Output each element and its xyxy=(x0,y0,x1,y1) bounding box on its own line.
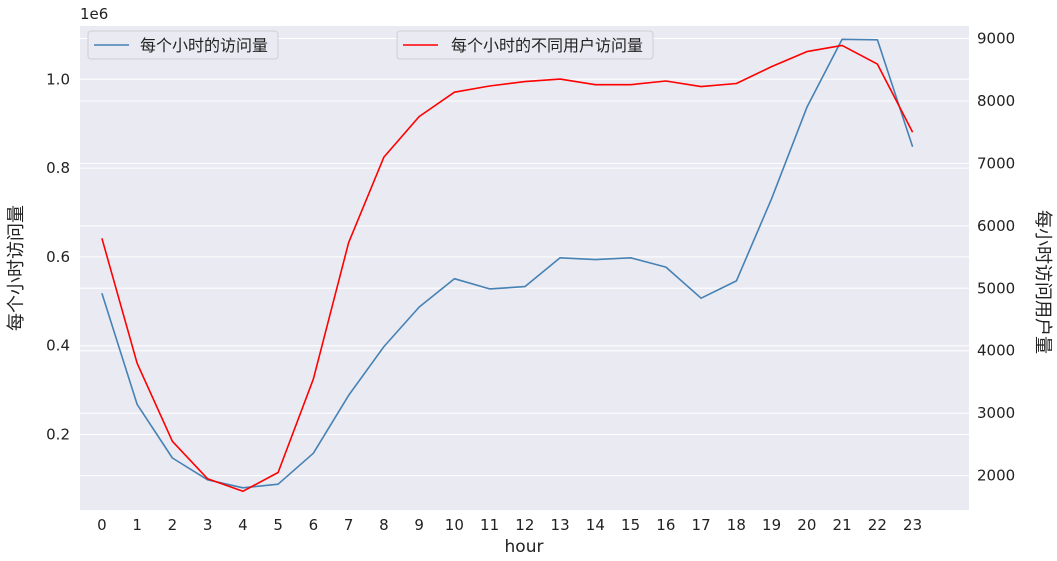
x-tick-label: 9 xyxy=(414,516,424,534)
x-tick-label: 13 xyxy=(551,516,570,534)
series-line-2 xyxy=(101,44,914,493)
legend-series-2: 每个小时的不同用户访问量 xyxy=(396,30,654,60)
x-tick-label: 2 xyxy=(168,516,178,534)
legend-series-1: 每个小时的访问量 xyxy=(87,30,279,60)
x-tick-label: 19 xyxy=(762,516,781,534)
x-tick-label: 11 xyxy=(480,516,499,534)
x-tick-label: 3 xyxy=(203,516,213,534)
x-tick-label: 15 xyxy=(621,516,640,534)
x-tick-label: 8 xyxy=(379,516,389,534)
right-tick-label: 7000 xyxy=(977,154,1015,172)
x-tick-label: 0 xyxy=(97,516,107,534)
x-tick-label: 14 xyxy=(586,516,605,534)
right-tick-label: 8000 xyxy=(977,92,1015,110)
right-tick-label: 5000 xyxy=(977,279,1015,297)
x-tick-label: 7 xyxy=(344,516,354,534)
right-axis-title: 每小时访问用户量 xyxy=(1032,210,1053,354)
left-tick-label: 1.0 xyxy=(46,70,70,88)
legend-box xyxy=(396,30,654,60)
x-axis-title: hour xyxy=(505,537,544,557)
left-tick-label: 0.8 xyxy=(46,159,70,177)
x-tick-label: 16 xyxy=(656,516,675,534)
x-tick-label: 22 xyxy=(868,516,887,534)
x-tick-label: 5 xyxy=(273,516,283,534)
left-tick-label: 0.4 xyxy=(46,337,70,355)
x-tick-label: 21 xyxy=(833,516,852,534)
x-tick-label: 1 xyxy=(132,516,142,534)
x-tick-label: 20 xyxy=(797,516,816,534)
x-tick-label: 12 xyxy=(515,516,534,534)
legend-label-series-1: 每个小时的访问量 xyxy=(140,36,268,55)
x-axis: 0 1 2 3 4 5 6 7 8 9 10 11 12 13 14 15 16 17 18 19 20 21 22 23 xyxy=(97,516,922,534)
left-tick-label: 0.6 xyxy=(46,248,70,266)
x-tick-label: 6 xyxy=(309,516,319,534)
legend-box xyxy=(87,30,279,60)
series-lines xyxy=(101,38,914,493)
left-axis-title: 每个小时访问量 xyxy=(6,205,27,331)
x-tick-label: 17 xyxy=(692,516,711,534)
right-axis: 2000 3000 4000 5000 6000 7000 8000 9000 xyxy=(977,29,1015,484)
left-axis: 0.2 0.4 0.6 0.8 1.0 xyxy=(46,70,70,443)
plot-background xyxy=(80,26,969,510)
x-tick-label: 10 xyxy=(445,516,464,534)
series-line-1 xyxy=(101,38,914,489)
x-tick-label: 4 xyxy=(238,516,248,534)
x-tick-label: 23 xyxy=(903,516,922,534)
legend-label-series-2: 每个小时的不同用户访问量 xyxy=(451,36,643,55)
x-tick-label: 18 xyxy=(727,516,746,534)
right-tick-label: 4000 xyxy=(977,342,1015,360)
left-tick-label: 0.2 xyxy=(46,426,70,444)
right-tick-label: 3000 xyxy=(977,404,1015,422)
right-tick-label: 9000 xyxy=(977,29,1015,47)
right-tick-label: 2000 xyxy=(977,467,1015,485)
left-axis-offset-label: 1e6 xyxy=(80,5,108,23)
right-tick-label: 6000 xyxy=(977,217,1015,235)
